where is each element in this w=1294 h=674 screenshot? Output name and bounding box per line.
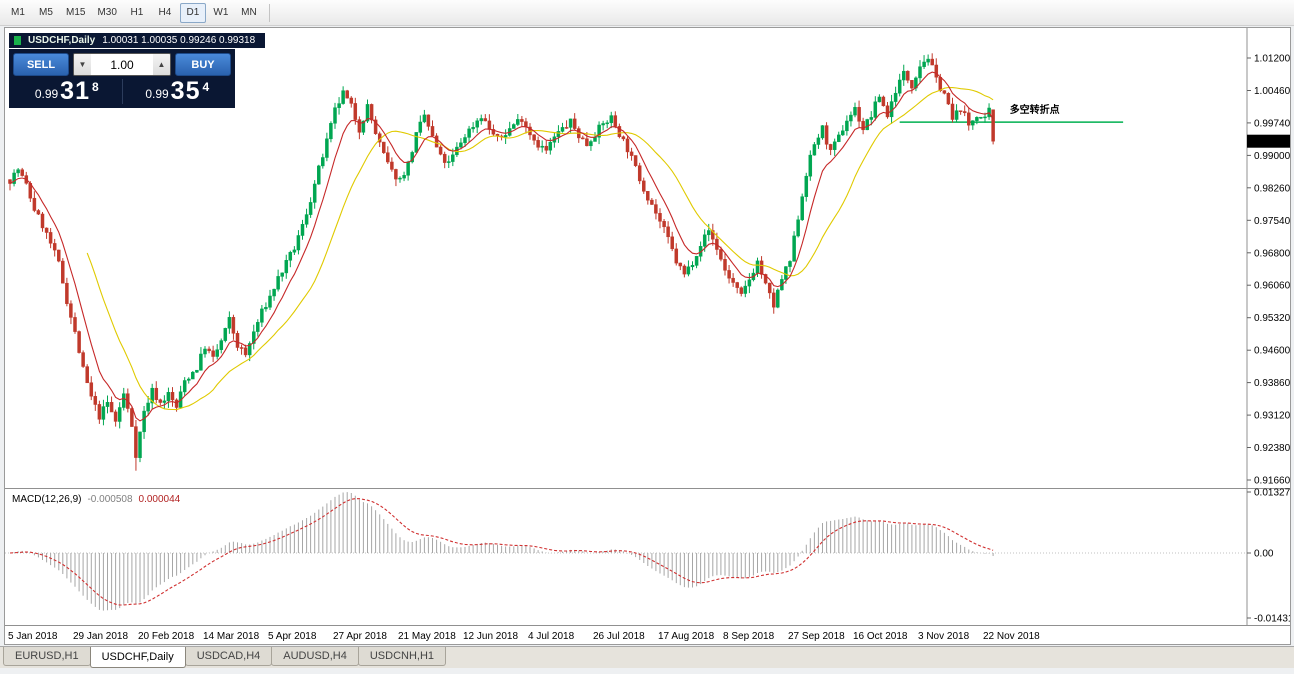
volume-up-icon[interactable]: ▲ [153,54,170,75]
chart-window: 多空转折点 1.01200 1.00460 0.99740 0.99000 0.98260… [4,27,1291,645]
volume-down-icon[interactable]: ▼ [74,54,91,75]
timeframe-button-m1[interactable]: M1 [11,7,25,18]
price-axis-label: 0.96800 [1254,248,1290,259]
date-axis-label: 12 Jun 2018 [463,631,518,642]
price-axis-label: 0.93120 [1254,411,1290,422]
sell-price-prefix: 0.99 [34,87,59,101]
timeframe-button-w1[interactable]: W1 [213,7,229,18]
date-axis-label: 14 Mar 2018 [203,631,260,642]
macd-histogram [13,492,994,611]
toolbar-separator [268,3,270,22]
price-axis-label: 1.01200 [1254,54,1290,65]
price-axis-label: 0.98260 [1254,183,1290,194]
date-axis-label: 21 May 2018 [398,631,456,642]
volume-control: ▼ 1.00 ▲ [73,53,171,76]
macd-indicator-label: MACD(12,26,9) -0.000508 0.000044 [12,494,180,505]
macd-signal-line [9,498,994,606]
date-axis-label: 27 Sep 2018 [788,631,845,642]
chart-icon [14,36,21,45]
timeframe-button-m15[interactable]: M15 [66,7,86,18]
macd-signal-value: 0.000044 [138,494,181,505]
tab-audusd-h4[interactable]: AUDUSD,H4 [271,647,359,666]
sell-price-sup: 8 [91,80,99,94]
price-axis-label: 0.99000 [1254,151,1290,162]
sell-price-big: 31 [60,77,90,105]
date-axis-label: 5 Apr 2018 [268,631,317,642]
candles [8,53,995,471]
buy-price-sup: 4 [202,80,210,94]
macd-axis-label: 0.01327 [1254,488,1290,499]
fast-ma-line [9,71,994,422]
timeframe-button-m30[interactable]: M30 [97,7,117,18]
tab-usdchf-daily[interactable]: USDCHF,Daily [89,647,186,668]
date-axis-label: 29 Jan 2018 [73,631,128,642]
price-divider [121,79,123,104]
macd-main-value: -0.000508 [87,494,133,505]
timeframe-button-m5[interactable]: M5 [39,7,53,18]
price-axis-label: 0.96060 [1254,281,1290,292]
price-axis-label: 0.94600 [1254,346,1290,357]
price-scale-background [1247,28,1290,626]
macd-axis-label: 0.00 [1254,549,1274,560]
date-axis-label: 27 Apr 2018 [333,631,387,642]
tab-usdcnh-h1[interactable]: USDCNH,H1 [357,647,447,666]
trend-line-annotation: 多空转折点 [1010,103,1060,116]
chart-ohlc-values: 1.00031 1.00035 0.99246 0.99318 [102,35,256,46]
sell-price[interactable]: 0.99 31 8 [13,79,121,104]
buy-price-prefix: 0.99 [145,87,169,101]
price-axis-label: 0.95320 [1254,313,1290,324]
date-axis-label: 26 Jul 2018 [593,631,645,642]
timeframe-button-mn[interactable]: MN [241,7,257,18]
date-axis-label: 17 Aug 2018 [658,631,715,642]
date-axis-label: 4 Jul 2018 [528,631,575,642]
slow-ma-line [86,86,994,411]
tab-usdcad-h4[interactable]: USDCAD,H4 [184,647,273,666]
date-axis-label: 16 Oct 2018 [853,631,908,642]
timeframe-button-h4[interactable]: H4 [158,7,172,18]
price-axis-label: 0.91660 [1254,476,1290,487]
date-axis-label: 20 Feb 2018 [138,631,195,642]
macd-name: MACD(12,26,9) [12,494,82,505]
date-axis-label: 3 Nov 2018 [918,631,970,642]
price-axis-label: 0.93860 [1254,378,1290,389]
buy-price[interactable]: 0.99 35 4 [124,79,232,104]
buy-price-big: 35 [170,77,201,105]
chart-tab-bar: EURUSD,H1 USDCHF,Daily USDCAD,H4 AUDUSD,… [0,646,1294,668]
volume-input[interactable]: 1.00 [110,57,134,72]
buy-button[interactable]: BUY [175,53,231,76]
timeframe-toolbar: M1 M5 M15 M30 H1 H4 D1 W1 MN [0,0,1294,26]
price-axis-label: 0.92380 [1254,443,1290,454]
chart-symbol-label: USDCHF,Daily [28,35,96,46]
timeframe-button-h1[interactable]: H1 [130,7,144,18]
current-price-box [1247,134,1290,148]
price-axis-label: 0.99740 [1254,118,1290,129]
sell-button[interactable]: SELL [13,53,69,76]
chart-canvas[interactable]: 多空转折点 1.01200 1.00460 0.99740 0.99000 0.98260… [5,28,1290,644]
price-axis-label: 0.97540 [1254,216,1290,227]
date-axis-label: 5 Jan 2018 [8,631,58,642]
chart-title-bar: USDCHF,Daily 1.00031 1.00035 0.99246 0.9… [9,33,266,48]
macd-axis-label: -0.01431 [1254,614,1290,625]
date-axis-label: 8 Sep 2018 [723,631,775,642]
tab-eurusd-h1[interactable]: EURUSD,H1 [3,647,91,666]
one-click-trading-panel: SELL ▼ 1.00 ▲ BUY 0.99 31 8 0.99 35 4 [9,49,235,108]
price-axis-label: 1.00460 [1254,86,1290,97]
date-axis-label: 22 Nov 2018 [983,631,1040,642]
current-price-value: 0.99318 [1253,137,1290,148]
timeframe-button-d1[interactable]: D1 [179,2,206,23]
